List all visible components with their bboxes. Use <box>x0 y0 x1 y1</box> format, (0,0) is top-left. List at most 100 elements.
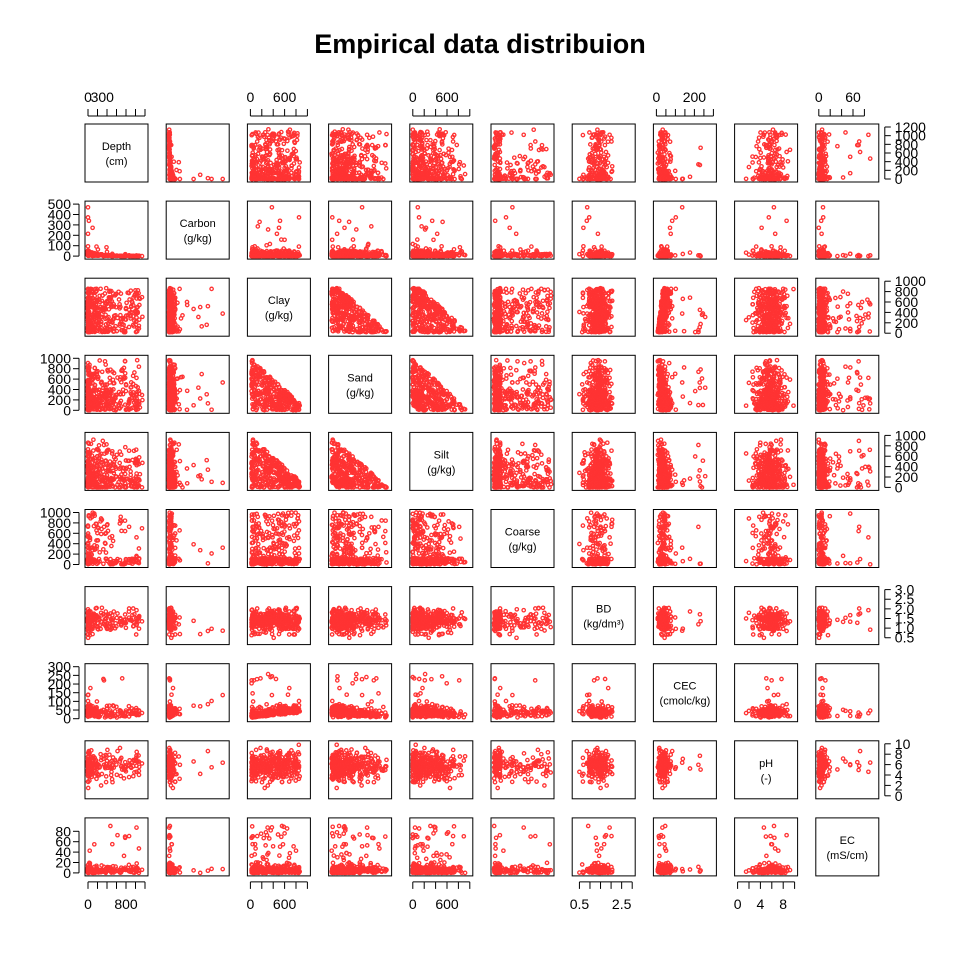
data-point <box>581 133 584 136</box>
data-point <box>384 143 387 146</box>
data-point <box>103 292 106 295</box>
data-point <box>756 140 759 143</box>
data-point <box>762 156 765 159</box>
data-point <box>767 216 770 219</box>
panel-depth-vs-depth: Depth(cm) <box>85 124 148 182</box>
data-point <box>535 160 538 163</box>
data-point <box>820 219 823 222</box>
data-point <box>510 131 513 134</box>
data-point <box>822 216 825 219</box>
data-point <box>423 152 426 155</box>
data-point <box>385 132 388 135</box>
data-point <box>117 298 120 301</box>
panel-carbon-vs-coarse <box>491 201 554 259</box>
data-point <box>820 232 823 235</box>
data-point <box>462 164 465 167</box>
data-point <box>769 147 772 150</box>
data-point <box>416 143 419 146</box>
data-point <box>785 219 788 222</box>
data-point <box>781 158 784 161</box>
panel-grid: Depth(cm)Carbon(g/kg)Clay(g/kg)Sand(g/kg… <box>40 89 926 912</box>
data-point <box>768 136 771 139</box>
data-point <box>747 253 750 256</box>
data-point <box>664 136 667 139</box>
data-point <box>416 206 419 209</box>
panel-carbon-vs-ec <box>816 201 879 259</box>
data-point <box>141 315 144 318</box>
data-point <box>280 149 283 152</box>
data-point <box>438 148 441 151</box>
data-point <box>111 292 114 295</box>
data-point <box>178 177 181 180</box>
data-point <box>86 245 89 248</box>
data-point <box>177 161 180 164</box>
data-point <box>282 142 285 145</box>
data-point <box>610 170 613 173</box>
data-point <box>769 154 772 157</box>
data-point <box>821 206 824 209</box>
data-point <box>581 249 584 252</box>
data-point <box>368 136 371 139</box>
data-point <box>380 161 383 164</box>
data-point <box>668 226 671 229</box>
data-point <box>128 298 131 301</box>
data-point <box>280 238 283 241</box>
data-point <box>359 136 362 139</box>
data-point <box>447 151 450 154</box>
data-point <box>668 140 671 143</box>
data-point <box>288 128 291 131</box>
data-point <box>493 163 496 166</box>
data-point <box>578 177 581 180</box>
data-point <box>417 216 420 219</box>
chart-title: Empirical data distribuion <box>314 29 646 59</box>
data-point <box>755 145 758 148</box>
data-point <box>532 128 535 131</box>
data-point <box>537 148 540 151</box>
data-point <box>606 161 609 164</box>
data-point <box>140 296 143 299</box>
data-point <box>275 158 278 161</box>
data-point <box>601 158 604 161</box>
data-point <box>298 161 301 164</box>
data-point <box>125 301 128 304</box>
data-point <box>343 226 346 229</box>
data-point <box>358 143 361 146</box>
data-point <box>515 161 518 164</box>
data-point <box>451 135 454 138</box>
data-point <box>754 155 757 158</box>
data-point <box>268 148 271 151</box>
panel-frame <box>85 124 148 182</box>
data-point <box>663 153 666 156</box>
data-point <box>775 165 778 168</box>
data-point <box>360 153 363 156</box>
data-point <box>674 177 677 180</box>
data-point <box>210 287 213 290</box>
data-point <box>836 145 839 148</box>
data-point <box>453 168 456 171</box>
data-point <box>205 323 208 326</box>
data-point <box>671 219 674 222</box>
panel-carbon-vs-cec <box>653 201 716 259</box>
data-point <box>457 167 460 170</box>
data-point <box>197 315 200 318</box>
data-point <box>351 238 354 241</box>
data-point <box>347 148 350 151</box>
data-point <box>498 157 501 160</box>
data-point <box>504 216 507 219</box>
data-point <box>774 160 777 163</box>
panel-depth-vs-bd <box>572 124 635 182</box>
data-point <box>451 140 454 143</box>
data-point <box>757 136 760 139</box>
data-point <box>537 170 540 173</box>
panel-depth-vs-silt <box>410 124 473 182</box>
data-point <box>788 148 791 151</box>
data-point <box>827 133 830 136</box>
data-point <box>91 226 94 229</box>
data-point <box>513 156 516 159</box>
data-point <box>463 172 466 175</box>
data-point <box>526 165 529 168</box>
data-point <box>681 177 684 180</box>
panel-depth-vs-cec <box>653 124 716 182</box>
data-point <box>221 177 224 180</box>
data-point <box>258 220 261 223</box>
